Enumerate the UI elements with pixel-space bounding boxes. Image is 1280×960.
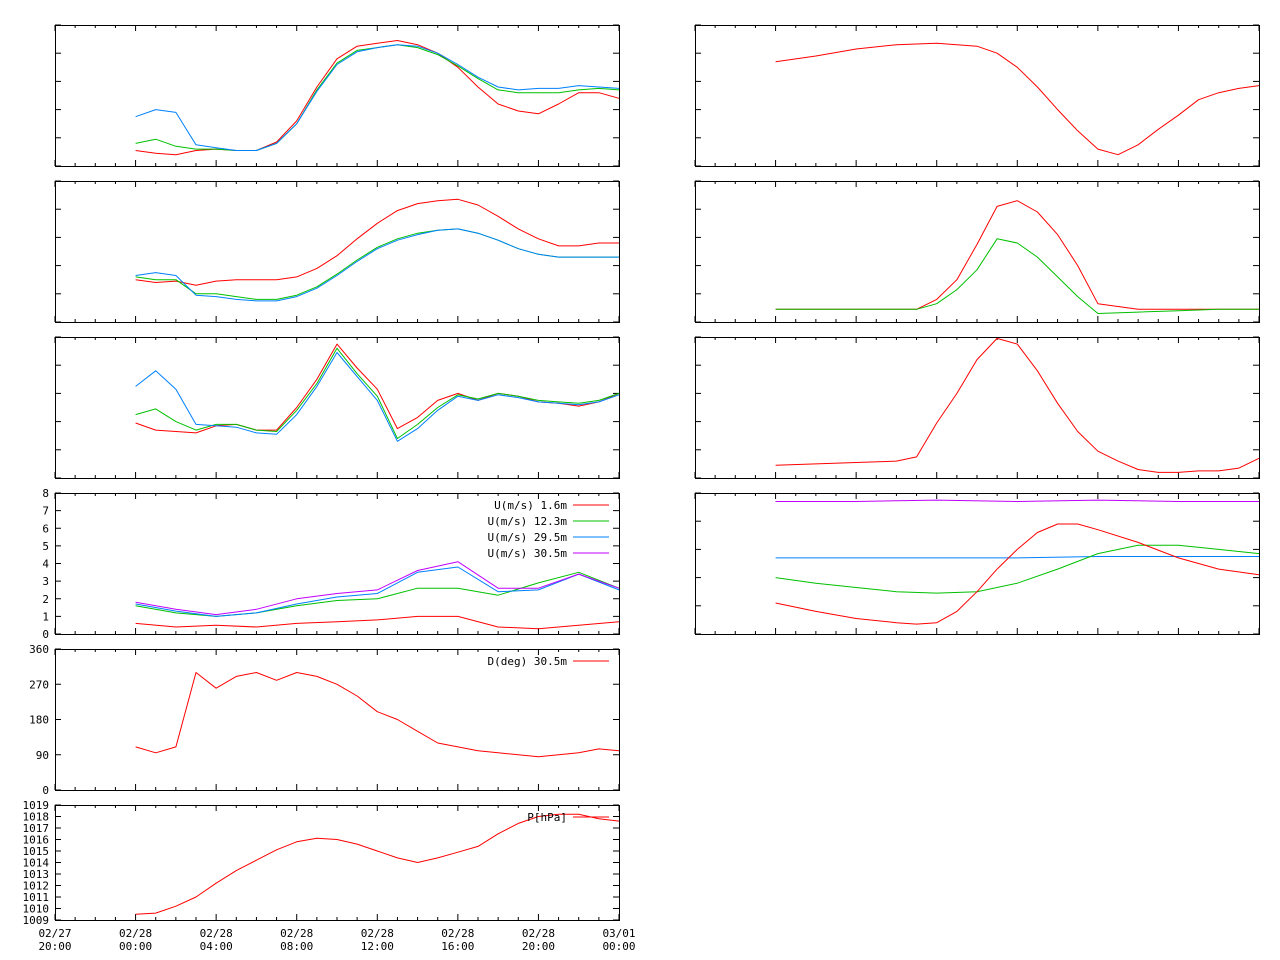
x-tick-time: 08:00 [280,940,313,953]
x-tick-time: 12:00 [361,940,394,953]
panel-frame [55,181,620,323]
panel-wind-direction: 0 90 180 270 360 D(deg) 30.5m [29,643,620,797]
y-tick-label: 90 [36,749,49,762]
panel-pressure: 1009101010111012101310141015101610171018… [23,799,620,927]
x-tick-time: 20:00 [38,940,71,953]
panel-right-2 [694,180,1260,323]
series-line-right-4-2 [775,544,1260,594]
series-line-right-3-0 [775,337,1260,473]
x-tick-time: 04:00 [200,940,233,953]
panel-left-2 [54,180,620,323]
series-line-left-2-1 [135,228,619,300]
x-tick-date: 02/28 [522,927,555,940]
series-line-u-m-s-30-5m [135,561,620,616]
x-tick-date: 02/27 [38,927,71,940]
y-tick-label: 1012 [23,880,50,893]
x-tick-date: 03/01 [602,927,635,940]
series-line-u-m-s-29-5m [135,566,620,617]
series-line-left-3-2 [135,352,620,442]
y-tick-label: 1016 [23,834,50,847]
series-line-left-1-1 [135,44,620,151]
panel-right-3 [694,336,1260,479]
y-tick-label: 1009 [23,914,50,927]
series-line-left-2-0 [135,198,619,286]
y-tick-label: 4 [42,558,49,571]
panel-right-4 [694,492,1260,635]
x-tick-time: 16:00 [441,940,474,953]
y-tick-label: 180 [29,714,49,727]
legend-label: U(m/s) 1.6m [494,499,567,512]
y-tick-label: 6 [42,522,49,535]
legend-label: U(m/s) 29.5m [488,531,568,544]
series-line-left-1-0 [135,40,620,156]
series-line-right-1-0 [775,42,1260,156]
panel-frame [695,493,1260,635]
x-tick-time: 00:00 [119,940,152,953]
x-tick-date: 02/28 [119,927,152,940]
panel-frame [695,181,1260,323]
series-line-left-3-1 [135,347,620,439]
panel-wind-speed: 0 1 2 3 4 5 6 7 8 U(m/s) 1.6m U(m/s) 12.3m U(m/s) 2… [42,487,620,641]
y-tick-label: 5 [42,540,49,553]
panel-frame [55,25,620,167]
legend-label: P[hPa] [527,811,567,824]
x-axis-labels: 02/2720:0002/2800:0002/2804:0002/2808:00… [38,927,635,953]
y-tick-label: 1013 [23,868,50,881]
series-line-right-4-0 [775,499,1259,502]
legend-label: U(m/s) 30.5m [488,547,568,560]
panel-right-1 [694,24,1260,167]
series-line-right-4-1 [775,556,1259,559]
x-tick-date: 02/28 [441,927,474,940]
series-line-d-deg-30-5m [135,672,620,758]
y-tick-label: 270 [29,678,49,691]
series-line-left-1-2 [135,44,620,151]
y-tick-label: 1010 [23,903,50,916]
x-tick-date: 02/28 [200,927,233,940]
y-tick-label: 1011 [23,891,50,904]
series-line-u-m-s-1-6m [135,615,620,630]
series-line-u-m-s-12-3m [135,571,620,617]
series-line-left-2-2 [135,228,619,302]
panel-frame [55,337,620,479]
y-tick-label: 1018 [23,811,50,824]
series-line-right-2-1 [775,238,1259,314]
y-tick-label: 7 [42,505,49,518]
series-line-left-3-0 [135,343,620,434]
series-line-right-4-3 [775,523,1260,625]
y-tick-label: 0 [42,628,49,641]
y-tick-label: 1 [42,610,49,623]
series-line-right-2-0 [775,200,1259,310]
legend-label: D(deg) 30.5m [488,655,568,668]
series-line-p-hpa- [135,813,620,915]
y-tick-label: 1017 [23,822,50,835]
y-tick-label: 1015 [23,845,50,858]
legend-label: U(m/s) 12.3m [488,515,568,528]
y-tick-label: 0 [42,784,49,797]
panel-frame [55,649,620,791]
x-tick-time: 20:00 [522,940,555,953]
panel-left-3 [54,336,620,479]
y-tick-label: 360 [29,643,49,656]
panels-layer: 0 1 2 3 4 5 6 7 8 U(m/s) 1.6m U(m/s) 12.3m U(m/s) 2… [23,24,1260,927]
panel-left-1 [54,24,620,167]
x-tick-time: 00:00 [602,940,635,953]
x-tick-date: 02/28 [280,927,313,940]
y-tick-label: 2 [42,593,49,606]
y-tick-label: 1019 [23,799,50,812]
y-tick-label: 1014 [23,857,50,870]
x-tick-date: 02/28 [361,927,394,940]
y-tick-label: 8 [42,487,49,500]
y-tick-label: 3 [42,575,49,588]
